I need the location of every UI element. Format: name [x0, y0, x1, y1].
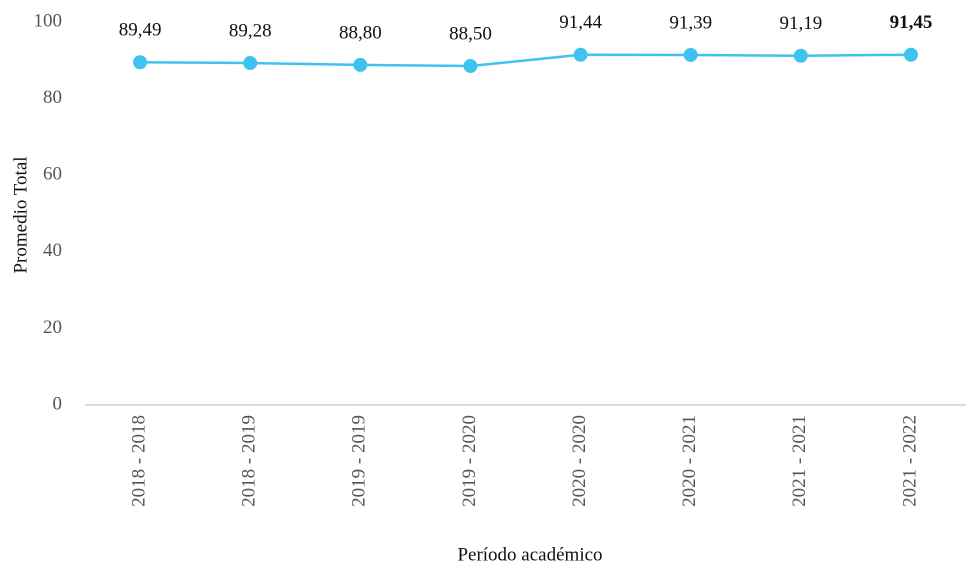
point: [903, 47, 918, 62]
y-tick-label: 20: [43, 317, 62, 338]
point: [353, 57, 368, 72]
x-tick-label: 2020 - 2021: [679, 415, 700, 507]
point: [793, 48, 808, 63]
y-tick-label: 40: [43, 240, 62, 261]
x-tick-label: 2021 - 2021: [789, 415, 810, 507]
data-label: 91,39: [669, 12, 712, 33]
x-tick-label: 2019 - 2020: [459, 415, 480, 507]
data-label: 91,44: [559, 12, 602, 33]
data-label: 89,28: [229, 20, 272, 41]
x-tick-label: 2018 - 2018: [128, 415, 149, 507]
data-label: 91,45: [890, 12, 933, 33]
y-axis-title: Promedio Total: [10, 156, 31, 273]
data-label: 88,50: [449, 23, 492, 44]
y-tick-label: 80: [43, 87, 62, 108]
data-label: 89,49: [119, 20, 162, 41]
x-tick-label: 2020 - 2020: [569, 415, 590, 507]
x-tick-label: 2018 - 2019: [239, 415, 260, 507]
y-tick-label: 0: [53, 393, 63, 414]
point: [573, 47, 588, 62]
x-tick-label: 2021 - 2022: [899, 415, 920, 507]
line: [140, 53, 911, 68]
point: [133, 55, 148, 70]
data-label: 88,80: [339, 22, 382, 43]
x-tick-label: 2019 - 2019: [349, 415, 370, 507]
x-axis-title: Período académico: [457, 544, 602, 565]
point: [683, 47, 698, 62]
y-tick-label: 60: [43, 164, 62, 185]
point: [463, 59, 478, 74]
data-label: 91,19: [779, 13, 822, 34]
y-tick-label: 100: [34, 10, 63, 31]
point: [243, 56, 258, 71]
